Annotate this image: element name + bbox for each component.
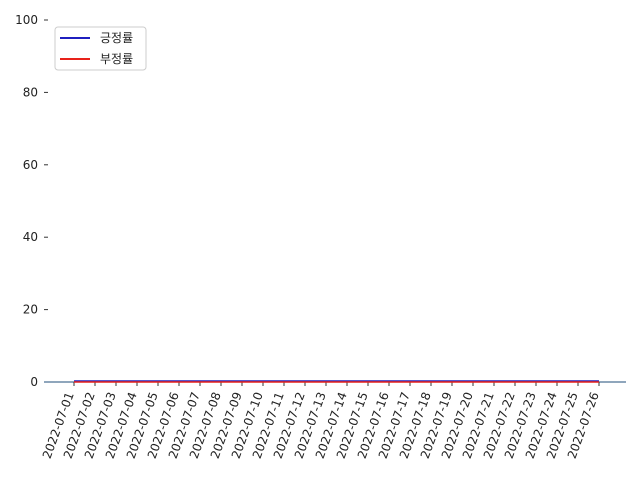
legend-label: 부정률 bbox=[100, 52, 133, 66]
legend-label: 긍정률 bbox=[100, 31, 133, 45]
x-axis: 2022-07-012022-07-022022-07-032022-07-04… bbox=[40, 381, 626, 461]
y-tick-label: 100 bbox=[15, 13, 38, 27]
y-tick-label: 0 bbox=[30, 375, 38, 389]
y-tick-label: 20 bbox=[23, 303, 38, 317]
y-tick-label: 40 bbox=[23, 230, 38, 244]
y-axis: 0 20 40 60 80 100 bbox=[15, 13, 48, 389]
series-layer bbox=[74, 380, 599, 383]
y-tick-label: 80 bbox=[23, 85, 38, 99]
y-tick-label: 60 bbox=[23, 158, 38, 172]
